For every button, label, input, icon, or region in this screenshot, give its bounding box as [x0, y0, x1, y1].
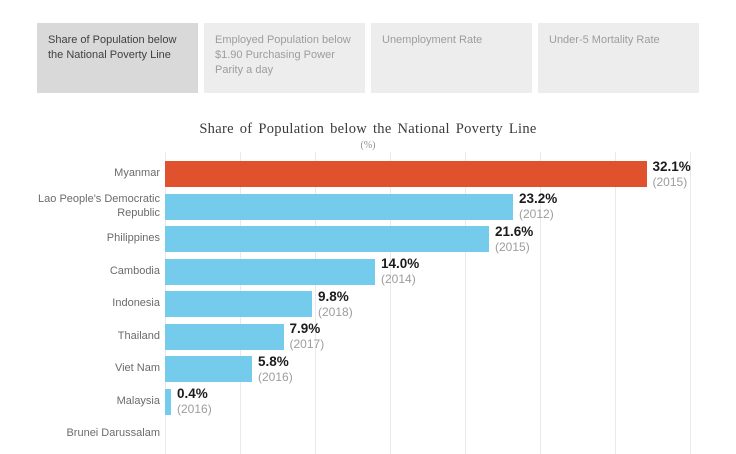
value-stack: 14.0% (2014) — [381, 256, 419, 287]
tab-unemployment-rate[interactable]: Unemployment Rate — [371, 23, 532, 93]
value-label: 0.4% — [177, 386, 208, 402]
bar[interactable] — [165, 323, 284, 350]
bar[interactable] — [165, 291, 312, 318]
category-label: Malaysia — [116, 394, 160, 407]
value-stack: 9.8% (2018) — [318, 289, 353, 320]
year-label: (2017) — [289, 337, 325, 352]
chart-row: Lao People's Democratic Republic 23.2% (20… — [0, 191, 736, 224]
value-label: 23.2% — [519, 191, 558, 207]
category-label: Myanmar — [114, 167, 160, 180]
year-label: (2015) — [495, 239, 530, 254]
category-label: Viet Nam — [114, 362, 160, 375]
bar[interactable] — [165, 226, 489, 253]
chart-row: Brunei Darussalam — [0, 418, 736, 451]
gridline — [465, 152, 466, 454]
bar[interactable] — [165, 258, 375, 285]
tab-label: Under-5 Mortality Rate — [549, 34, 660, 46]
bar[interactable] — [165, 356, 252, 383]
gridline — [315, 152, 316, 454]
chart-title: Share of Population below the National P… — [199, 121, 537, 137]
bar[interactable] — [165, 193, 513, 220]
year-label: (2016) — [177, 402, 212, 417]
value-label: 5.8% — [258, 353, 289, 369]
chart-row: Myanmar 32.1% (2015) — [0, 158, 736, 191]
bar-rows: Myanmar 32.1% (2015) Lao People's Democrati… — [0, 158, 736, 451]
chart-row: Indonesia 9.8% (2018) — [0, 288, 736, 321]
tab-label: Unemployment Rate — [382, 34, 483, 46]
tab-bar: Share of Population below the National P… — [37, 23, 699, 93]
chart-row: Cambodia 14.0% (2014) — [0, 256, 736, 289]
value-stack: 23.2% (2012) — [519, 191, 557, 222]
category-label: Cambodia — [109, 264, 160, 277]
category-label: Philippines — [106, 232, 160, 245]
category-label: Brunei Darussalam — [66, 427, 160, 440]
year-label: (2018) — [318, 304, 353, 319]
value-stack: 7.9% (2017) — [290, 321, 325, 352]
gridline — [615, 152, 616, 454]
category-label: Thailand — [117, 329, 160, 342]
value-stack: 5.8% (2016) — [258, 354, 293, 385]
value-label: 9.8% — [318, 288, 349, 304]
value-stack: 21.6% (2015) — [495, 224, 533, 255]
tab-label: Employed Population below $1.90 Purchasi… — [215, 34, 351, 77]
tab-share-of-population-below-poverty-line[interactable]: Share of Population below the National P… — [37, 23, 198, 93]
category-label: Lao People's Democratic Republic — [38, 193, 160, 219]
bar[interactable] — [165, 388, 171, 415]
tab-employed-population-below-ppp[interactable]: Employed Population below $1.90 Purchasi… — [204, 23, 365, 93]
value-stack: 32.1% (2015) — [653, 159, 691, 190]
tab-under-5-mortality-rate[interactable]: Under-5 Mortality Rate — [538, 23, 699, 93]
gridline — [390, 152, 391, 454]
chart-row: Philippines 21.6% (2015) — [0, 223, 736, 256]
chart-row: Malaysia 0.4% (2016) — [0, 386, 736, 419]
year-label: (2015) — [652, 174, 688, 189]
value-label: 14.0% — [381, 256, 420, 272]
bar[interactable] — [165, 161, 647, 188]
chart-row: Viet Nam 5.8% (2016) — [0, 353, 736, 386]
category-label: Indonesia — [112, 297, 160, 310]
value-label: 21.6% — [495, 223, 534, 239]
value-stack: 0.4% (2016) — [177, 386, 212, 417]
year-label: (2012) — [519, 207, 554, 222]
year-label: (2016) — [258, 369, 293, 384]
value-label: 7.9% — [289, 321, 321, 337]
year-label: (2014) — [381, 272, 416, 287]
gridline — [690, 152, 691, 454]
value-label: 32.1% — [652, 158, 691, 174]
tab-label: Share of Population below the National P… — [48, 34, 177, 62]
chart-row: Thailand 7.9% (2017) — [0, 321, 736, 354]
chart-subtitle: (%) — [360, 140, 376, 151]
gridline — [540, 152, 541, 454]
